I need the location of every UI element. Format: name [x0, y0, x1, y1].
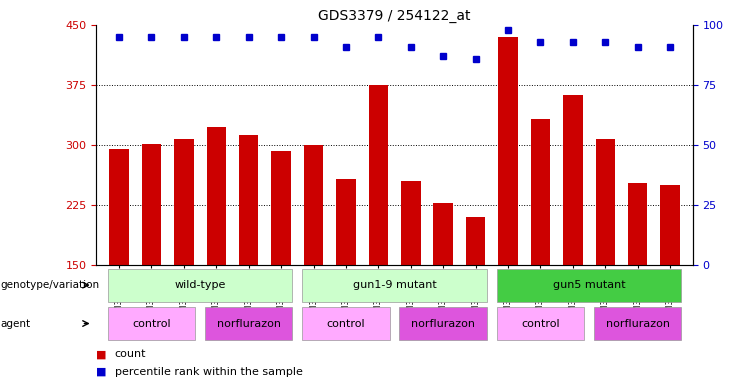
- Text: control: control: [132, 318, 170, 329]
- Text: count: count: [115, 349, 147, 359]
- Bar: [466, 217, 485, 265]
- Bar: [401, 181, 420, 265]
- Bar: [304, 145, 323, 265]
- Text: norflurazon: norflurazon: [216, 318, 281, 329]
- Bar: [107, 269, 293, 301]
- Text: ■: ■: [96, 349, 107, 359]
- Bar: [596, 139, 615, 265]
- Text: percentile rank within the sample: percentile rank within the sample: [115, 367, 303, 377]
- Bar: [174, 139, 193, 265]
- Bar: [336, 179, 356, 265]
- Bar: [107, 307, 195, 340]
- Text: gun1-9 mutant: gun1-9 mutant: [353, 280, 436, 290]
- Bar: [302, 269, 487, 301]
- Bar: [302, 307, 390, 340]
- Text: ■: ■: [96, 367, 107, 377]
- Bar: [498, 37, 518, 265]
- Bar: [271, 151, 290, 265]
- Bar: [563, 94, 582, 265]
- Text: agent: agent: [1, 318, 31, 329]
- Bar: [142, 144, 161, 265]
- Bar: [239, 136, 259, 265]
- Bar: [433, 203, 453, 265]
- Bar: [660, 185, 680, 265]
- Bar: [110, 149, 129, 265]
- Text: wild-type: wild-type: [174, 280, 226, 290]
- Bar: [399, 307, 487, 340]
- Bar: [531, 119, 550, 265]
- Text: norflurazon: norflurazon: [411, 318, 475, 329]
- Bar: [368, 85, 388, 265]
- Bar: [207, 127, 226, 265]
- Text: control: control: [521, 318, 559, 329]
- Text: control: control: [327, 318, 365, 329]
- Text: genotype/variation: genotype/variation: [1, 280, 100, 290]
- Bar: [496, 307, 584, 340]
- Title: GDS3379 / 254122_at: GDS3379 / 254122_at: [319, 8, 471, 23]
- Text: norflurazon: norflurazon: [605, 318, 670, 329]
- Text: gun5 mutant: gun5 mutant: [553, 280, 625, 290]
- Bar: [205, 307, 293, 340]
- Bar: [628, 184, 648, 265]
- Bar: [594, 307, 682, 340]
- Bar: [496, 269, 682, 301]
